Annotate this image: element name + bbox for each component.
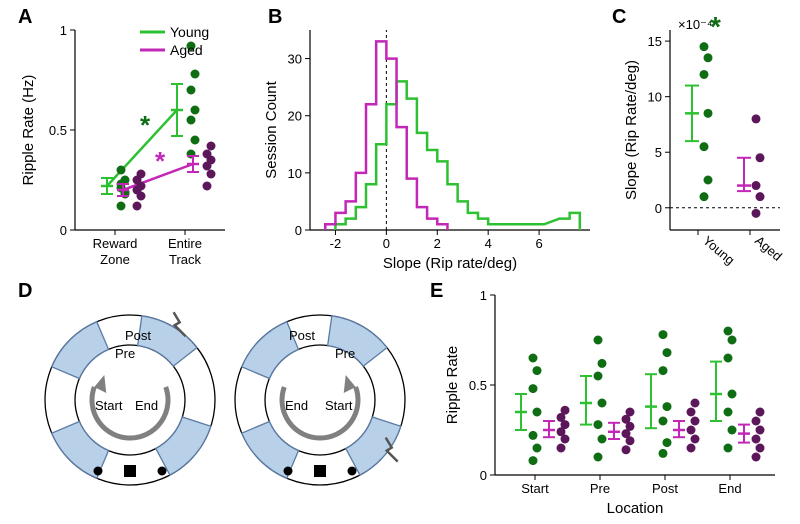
svg-text:Young: Young <box>700 233 738 268</box>
svg-text:0: 0 <box>480 468 487 483</box>
svg-text:6: 6 <box>535 236 542 251</box>
svg-text:20: 20 <box>288 109 302 124</box>
svg-text:5: 5 <box>655 145 662 160</box>
svg-text:Post: Post <box>289 328 315 343</box>
svg-text:0: 0 <box>655 201 662 216</box>
svg-text:15: 15 <box>648 34 662 49</box>
panel-c-label: C <box>612 6 626 29</box>
svg-text:Start: Start <box>521 481 549 496</box>
svg-text:0.5: 0.5 <box>49 123 67 138</box>
svg-text:*: * <box>155 146 166 176</box>
svg-text:4: 4 <box>485 236 492 251</box>
svg-text:Pre: Pre <box>335 346 355 361</box>
svg-text:0: 0 <box>295 223 302 238</box>
svg-text:Ripple Rate (Hz): Ripple Rate (Hz) <box>20 75 37 186</box>
svg-text:Young: Young <box>170 24 209 40</box>
svg-text:Reward: Reward <box>93 236 138 251</box>
svg-text:Start: Start <box>325 398 353 413</box>
svg-text:1: 1 <box>480 288 487 303</box>
svg-text:30: 30 <box>288 52 302 67</box>
svg-text:Entire: Entire <box>168 236 202 251</box>
svg-text:End: End <box>285 398 308 413</box>
svg-text:Pre: Pre <box>590 481 610 496</box>
svg-text:0: 0 <box>383 236 390 251</box>
svg-text:End: End <box>718 481 741 496</box>
svg-text:×10⁻⁴: ×10⁻⁴ <box>678 17 713 32</box>
svg-text:2: 2 <box>434 236 441 251</box>
svg-text:Post: Post <box>652 481 678 496</box>
svg-text:Pre: Pre <box>115 346 135 361</box>
svg-text:0.5: 0.5 <box>469 378 487 393</box>
svg-text:Aged: Aged <box>170 42 203 58</box>
svg-text:Ripple Rate: Ripple Rate <box>444 346 461 424</box>
svg-text:1: 1 <box>60 23 67 38</box>
panel-d-label: D <box>18 280 32 303</box>
svg-text:Post: Post <box>125 328 151 343</box>
svg-text:Zone: Zone <box>100 252 130 267</box>
svg-text:10: 10 <box>648 90 662 105</box>
svg-text:Track: Track <box>169 252 202 267</box>
svg-text:*: * <box>710 11 721 42</box>
panel-b-label: B <box>268 6 282 29</box>
svg-text:Session Count: Session Count <box>263 80 280 178</box>
figure-svg: 0 0.5 1 Reward Entire Zone Track Ripple Rate (H… <box>0 0 800 524</box>
panel-e-label: E <box>430 280 443 303</box>
svg-text:End: End <box>135 398 158 413</box>
svg-text:0: 0 <box>60 223 67 238</box>
svg-text:Location: Location <box>607 500 664 517</box>
svg-text:-2: -2 <box>330 236 342 251</box>
svg-text:10: 10 <box>288 166 302 181</box>
svg-text:Aged: Aged <box>752 233 785 264</box>
svg-text:Slope (Rip rate/deg): Slope (Rip rate/deg) <box>383 255 517 272</box>
svg-text:*: * <box>140 110 151 140</box>
panel-a-label: A <box>18 6 32 29</box>
svg-text:Slope (Rip Rate/deg): Slope (Rip Rate/deg) <box>623 60 640 200</box>
svg-text:Start: Start <box>95 398 123 413</box>
